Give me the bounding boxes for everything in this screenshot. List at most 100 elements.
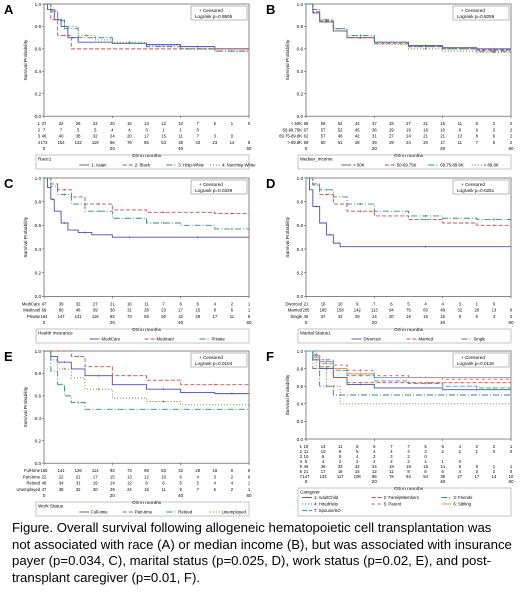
censor-mark: [196, 45, 199, 48]
plot-frame: [305, 177, 512, 297]
km-curve-series-3: [306, 177, 512, 221]
censor-mark: [359, 202, 362, 206]
risk-count: 10: [304, 454, 309, 459]
risk-count: 3: [214, 134, 217, 139]
risk-count: 147: [303, 474, 311, 479]
x-tick-label: 60: [508, 146, 514, 151]
risk-count: 18: [406, 464, 411, 469]
risk-count: 4: [231, 481, 234, 486]
x-tick-label: 40: [440, 146, 446, 151]
censor-mark: [492, 224, 496, 227]
censor-mark: [162, 387, 165, 391]
risk-row-label: 2: [38, 127, 41, 132]
risk-count: 32: [355, 464, 360, 469]
risk-row-label: 50-69.75K: [283, 127, 303, 132]
risk-row-label: Retired: [27, 481, 41, 486]
risk-count: 173: [41, 140, 49, 145]
risk-count: 27: [93, 301, 98, 306]
risk-count: 15: [440, 314, 445, 319]
km-curve-series-3: [44, 3, 249, 52]
legend-entry: Unemployed: [222, 510, 247, 515]
risk-count: 4: [322, 459, 325, 464]
legend-title: Median_Income: [300, 157, 333, 162]
risk-count: 24: [127, 487, 132, 492]
risk-row-label: Medicaid: [23, 308, 40, 313]
risk-count: 4: [407, 449, 410, 454]
censor-mark: [230, 392, 234, 395]
censor-mark: [325, 362, 328, 365]
risk-count: 10: [178, 121, 183, 126]
risk-count: 29: [110, 487, 115, 492]
risk-count: 39: [93, 308, 98, 313]
risk-count: 0: [248, 474, 251, 479]
risk-count: 8: [459, 127, 462, 132]
risk-count: 6: [248, 468, 251, 473]
legend-entry: 2: FamilyMembers: [384, 495, 419, 500]
risk-count: 10: [161, 474, 166, 479]
risk-count: 15: [355, 469, 360, 474]
x-axis-label: OS in months: [132, 500, 162, 506]
risk-count: 92: [110, 468, 115, 473]
risk-count: 5: [94, 127, 97, 132]
risk-count: 29: [389, 127, 394, 132]
risk-count: 37: [42, 121, 47, 126]
risk-count: 8: [459, 464, 462, 469]
risk-count: 108: [354, 474, 362, 479]
x-tick-label: 40: [440, 320, 446, 325]
censor-mark: [63, 193, 66, 196]
km-figure: A 0.0 0.2 0.4 0.6 0.8 1.0 Survival Probability +…: [4, 2, 514, 517]
risk-count: 2: [407, 454, 410, 459]
risk-count: 7: [162, 301, 165, 306]
censor-mark: [196, 47, 199, 51]
km-curve-series-2: [44, 350, 249, 386]
risk-count: 86: [372, 474, 377, 479]
risk-count: 11: [178, 134, 183, 139]
risk-count: 147: [58, 314, 66, 319]
censor-mark: [325, 365, 328, 369]
risk-count: 142: [354, 308, 362, 313]
x-tick-label: 60: [508, 479, 514, 484]
risk-count: 1: [231, 121, 234, 126]
risk-row-label: Single: [290, 314, 302, 319]
censor-mark: [328, 233, 332, 237]
risk-count: 2: [441, 449, 444, 454]
risk-count: 21: [110, 301, 115, 306]
risk-count: 7: [197, 487, 200, 492]
risk-count: 126: [75, 468, 83, 473]
y-tick-label: 0.0: [297, 114, 304, 119]
y-tick-label: 0.8: [35, 199, 42, 204]
censor-mark: [492, 218, 496, 221]
legend-title: Health Insurance: [38, 331, 73, 336]
risk-count: 205: [303, 308, 311, 313]
risk-count: 39: [372, 140, 377, 145]
risk-count: 21: [423, 134, 428, 139]
risk-count: 33: [389, 121, 394, 126]
risk-count: 4: [111, 127, 114, 132]
legend-title: Caregiver: [300, 490, 320, 495]
censor-mark: [359, 369, 362, 372]
risk-row-label: 1: [38, 121, 41, 126]
risk-count: 36: [321, 464, 326, 469]
risk-count: 19: [389, 464, 394, 469]
risk-count: 4: [390, 449, 393, 454]
risk-count: 1: [179, 127, 182, 132]
risk-count: 17: [440, 140, 445, 145]
y-tick-label: 0.4: [35, 247, 42, 252]
x-axis-label: OS in months: [132, 327, 162, 333]
legend-box: [297, 487, 512, 517]
risk-count: 5: [214, 121, 217, 126]
risk-count: 5: [407, 301, 410, 306]
panel-letter: A: [4, 2, 14, 17]
risk-count: 8: [214, 308, 217, 313]
x-axis-label: OS in months: [394, 486, 424, 492]
legend-entry: 6: Sibling: [453, 502, 471, 507]
risk-count: 9: [231, 468, 234, 473]
risk-count: 60: [321, 140, 326, 145]
risk-count: 14: [110, 481, 115, 486]
risk-count: 17: [178, 308, 183, 313]
risk-count: 158: [337, 308, 345, 313]
risk-count: 2: [493, 444, 496, 449]
risk-count: 6: [322, 454, 325, 459]
plot-frame: [43, 350, 250, 464]
y-tick-label: 0.4: [35, 416, 42, 421]
